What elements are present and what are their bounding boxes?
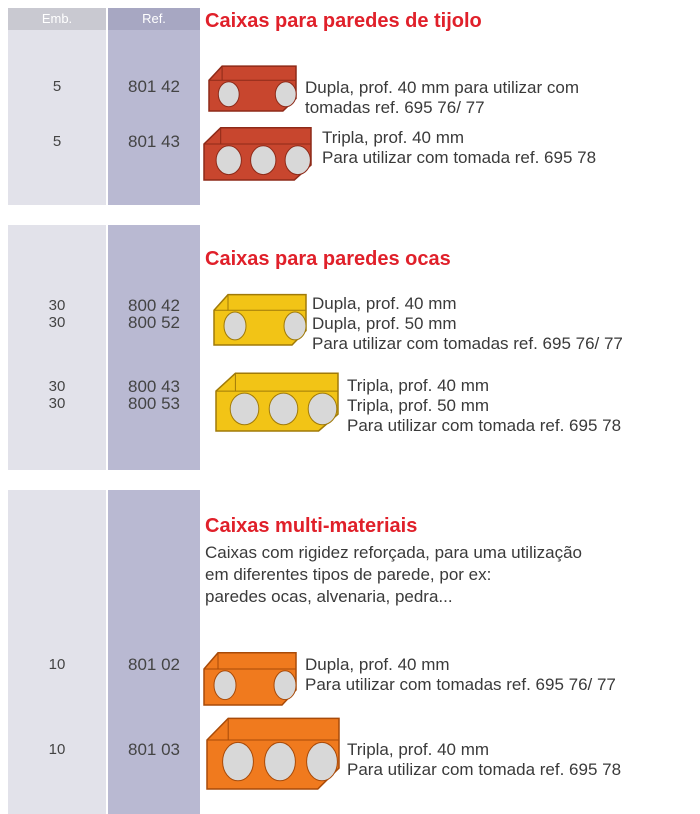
ref-column bbox=[108, 490, 200, 814]
product-image bbox=[203, 127, 312, 181]
emb-value: 5 bbox=[52, 133, 62, 150]
ref-header: Ref. bbox=[108, 8, 200, 30]
ref-column bbox=[108, 225, 200, 470]
section-title: Caixas para paredes ocas bbox=[205, 248, 451, 270]
emb-value: 5 bbox=[52, 78, 62, 95]
item-description: tomadas ref. 695 76/ 77 bbox=[305, 98, 485, 117]
item-description: Tripla, prof. 40 mm bbox=[347, 376, 490, 395]
section-description: em diferentes tipos de parede, por ex: bbox=[205, 565, 492, 584]
ref-value: 801 43 bbox=[128, 132, 180, 151]
emb-value: 10 bbox=[48, 656, 66, 673]
emb-column bbox=[8, 225, 106, 470]
item-description: Para utilizar com tomada ref. 695 78 bbox=[347, 760, 622, 779]
item-description: Tripla, prof. 40 mm bbox=[347, 740, 490, 759]
item-description: Para utilizar com tomada ref. 695 78 bbox=[347, 416, 622, 435]
item-description: Dupla, prof. 40 mm para utilizar com bbox=[305, 78, 579, 97]
product-image bbox=[208, 65, 297, 112]
ref-value: 801 02 bbox=[128, 655, 180, 674]
ref-value: 800 42 bbox=[128, 296, 180, 315]
item-description: Dupla, prof. 50 mm bbox=[312, 314, 457, 333]
ref-value: 800 52 bbox=[128, 313, 180, 332]
section-description: paredes ocas, alvenaria, pedra... bbox=[205, 587, 453, 606]
section-title: Caixas para paredes de tijolo bbox=[205, 10, 482, 32]
item-description: Para utilizar com tomadas ref. 695 76/ 7… bbox=[312, 334, 623, 353]
ref-value: 801 42 bbox=[128, 77, 180, 96]
ref-value: 800 53 bbox=[128, 394, 180, 413]
ref-value: 800 43 bbox=[128, 377, 180, 396]
emb-value: 30 bbox=[48, 395, 66, 412]
emb-column bbox=[8, 30, 106, 205]
product-image bbox=[215, 372, 339, 432]
item-description: Para utilizar com tomadas ref. 695 76/ 7… bbox=[305, 675, 616, 694]
section-description: Caixas com rigidez reforçada, para uma u… bbox=[205, 543, 583, 562]
section-title: Caixas multi-materiais bbox=[205, 515, 418, 537]
item-description: Tripla, prof. 40 mm bbox=[322, 128, 465, 147]
item-description: Dupla, prof. 40 mm bbox=[312, 294, 457, 313]
emb-value: 30 bbox=[48, 297, 66, 314]
ref-value: 801 03 bbox=[128, 740, 180, 759]
emb-value: 10 bbox=[48, 741, 66, 758]
product-image bbox=[206, 717, 340, 790]
emb-header: Emb. bbox=[8, 8, 106, 30]
item-description: Dupla, prof. 40 mm bbox=[305, 655, 450, 674]
emb-value: 30 bbox=[48, 378, 66, 395]
ref-column bbox=[108, 30, 200, 205]
product-image bbox=[213, 293, 307, 346]
emb-column bbox=[8, 490, 106, 814]
emb-value: 30 bbox=[48, 314, 66, 331]
item-description: Para utilizar com tomada ref. 695 78 bbox=[322, 148, 597, 167]
item-description: Tripla, prof. 50 mm bbox=[347, 396, 490, 415]
product-image bbox=[203, 652, 297, 706]
